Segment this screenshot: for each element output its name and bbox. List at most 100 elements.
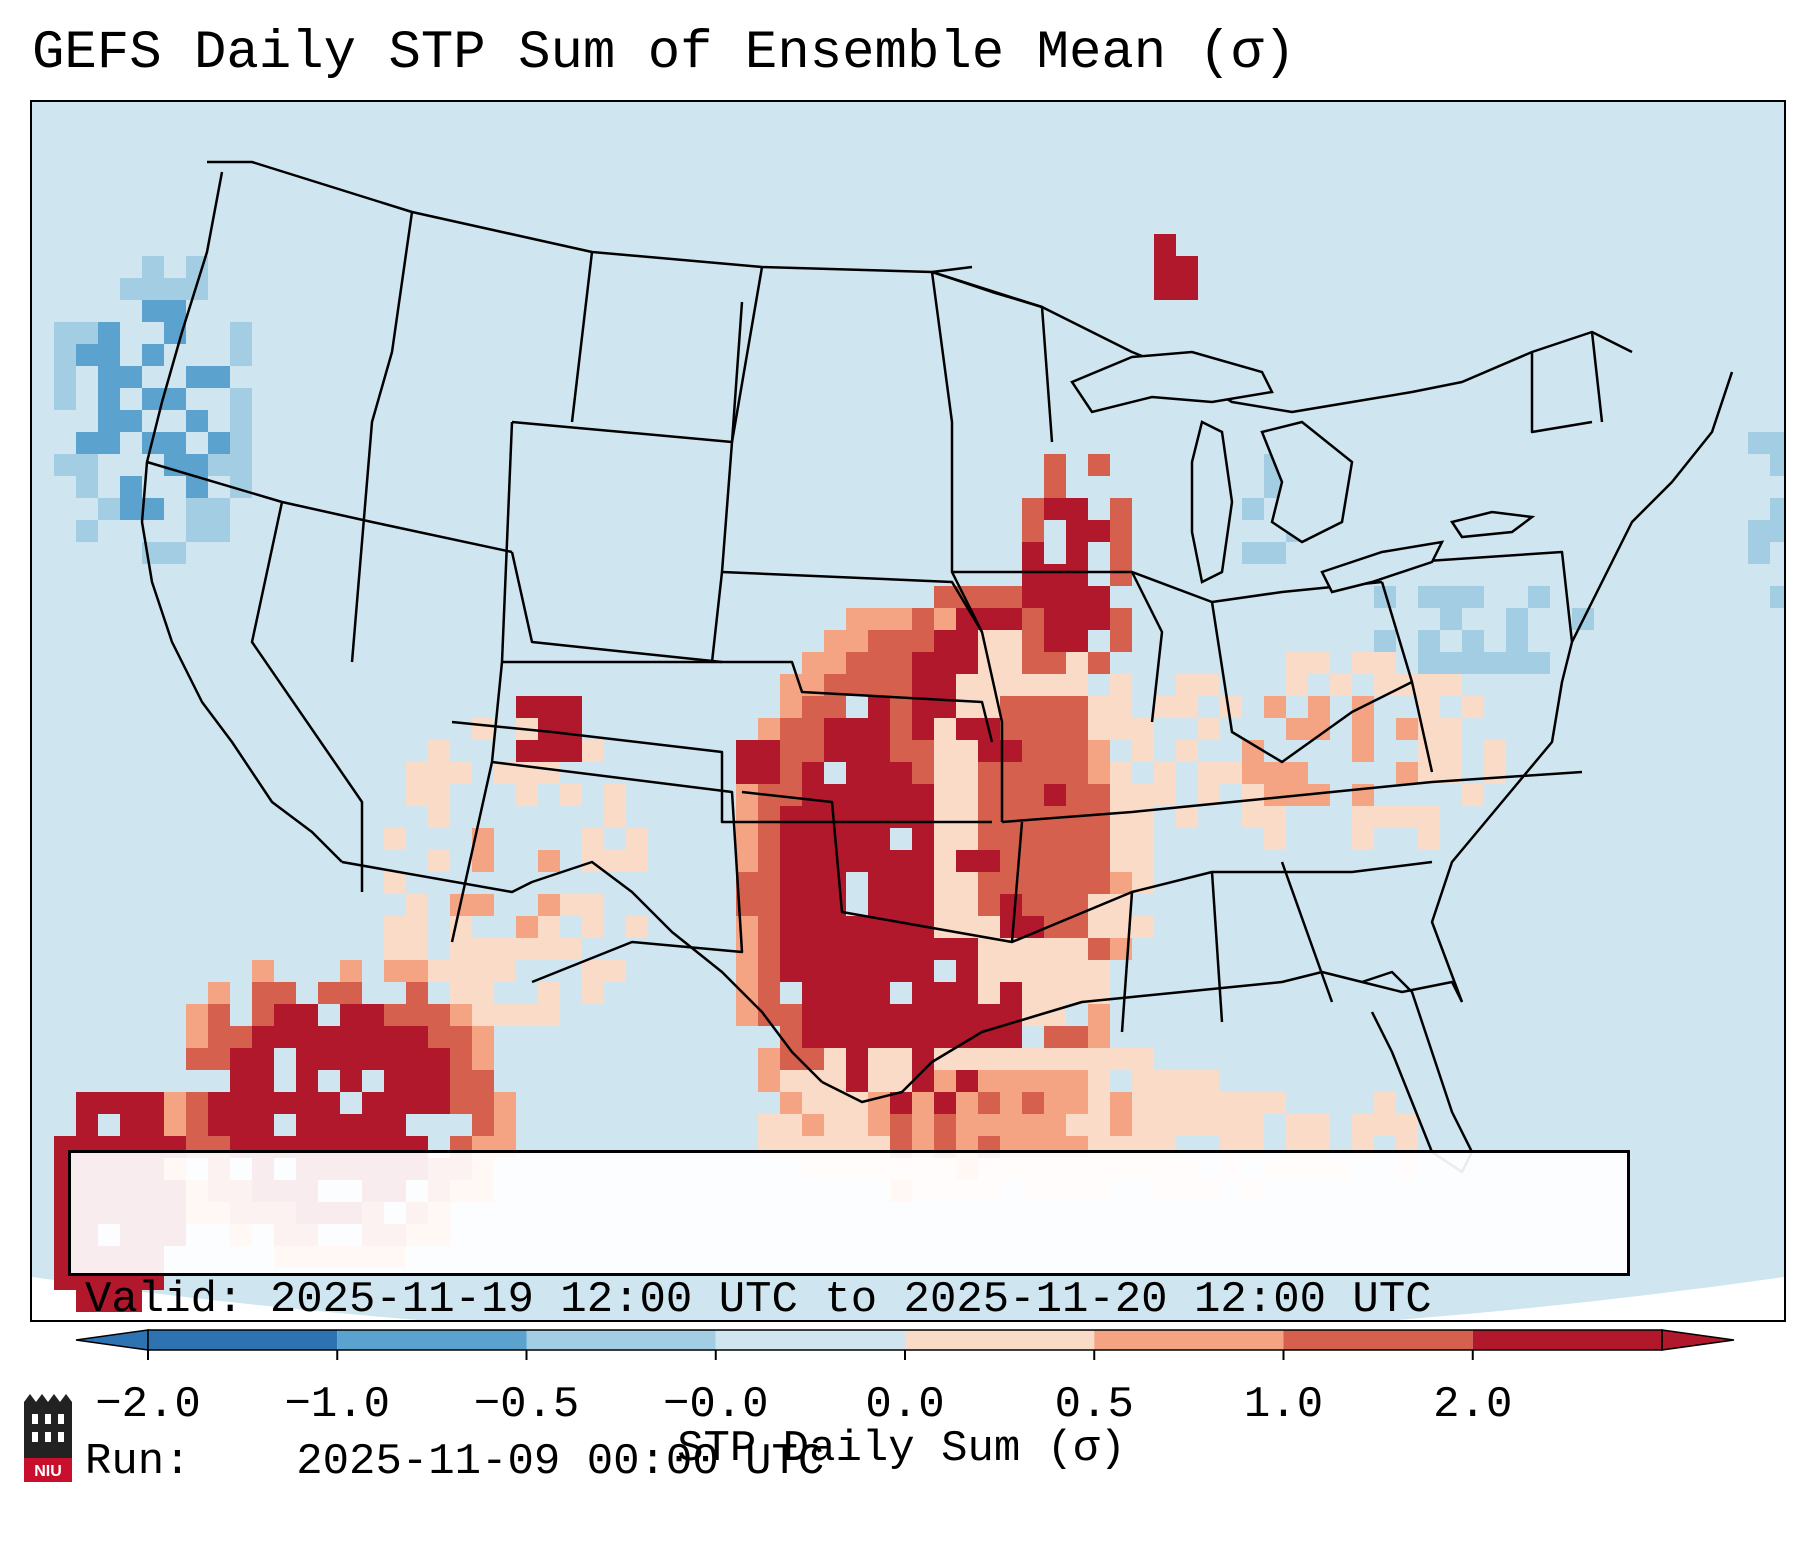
anomaly-cell [868, 740, 890, 762]
great-lakes-region [931, 270, 1633, 414]
anomaly-cell [428, 1092, 450, 1114]
anomaly-cell [868, 784, 890, 806]
anomaly-cell [1066, 696, 1088, 718]
anomaly-cell [1440, 608, 1462, 630]
anomaly-cell [736, 784, 758, 806]
anomaly-cell [384, 916, 406, 938]
anomaly-cell [1022, 498, 1044, 520]
anomaly-cell [1088, 916, 1110, 938]
anomaly-cell [428, 960, 450, 982]
anomaly-cell [1066, 542, 1088, 564]
anomaly-cell [824, 982, 846, 1004]
anomaly-cell [1264, 762, 1286, 784]
anomaly-cell [1088, 608, 1110, 630]
anomaly-cell [164, 388, 186, 410]
anomaly-cell [1374, 586, 1396, 608]
anomaly-cell [1066, 938, 1088, 960]
validity-info-box: Valid: 2025-11-19 12:00 UTC to 2025-11-2… [68, 1150, 1630, 1487]
anomaly-cell [120, 366, 142, 388]
anomaly-cell [1088, 762, 1110, 784]
anomaly-cell [98, 322, 120, 344]
anomaly-cell [1044, 784, 1066, 806]
anomaly-cell [1748, 542, 1770, 564]
anomaly-cell [1286, 652, 1308, 674]
anomaly-cell [1088, 938, 1110, 960]
anomaly-cell [1044, 564, 1066, 586]
anomaly-cell [824, 630, 846, 652]
anomaly-cell [1770, 498, 1784, 520]
colorbar-segment [337, 1330, 527, 1350]
anomaly-cell [516, 1004, 538, 1026]
anomaly-cell [54, 366, 76, 388]
anomaly-cell [252, 982, 274, 1004]
anomaly-cell [736, 740, 758, 762]
anomaly-cell [142, 300, 164, 322]
anomaly-cell [1022, 938, 1044, 960]
anomaly-cell [384, 1004, 406, 1026]
anomaly-cell [1000, 674, 1022, 696]
anomaly-cell [978, 982, 1000, 1004]
anomaly-cell [912, 608, 934, 630]
anomaly-cell [1066, 498, 1088, 520]
anomaly-cell [1000, 850, 1022, 872]
anomaly-cell [780, 762, 802, 784]
anomaly-cell [164, 1092, 186, 1114]
anomaly-cell [230, 1070, 252, 1092]
anomaly-cell [1176, 806, 1198, 828]
colorbar-extend-low [75, 1329, 149, 1351]
anomaly-cell [846, 1004, 868, 1026]
anomaly-cell [934, 586, 956, 608]
anomaly-cell [186, 1048, 208, 1070]
anomaly-cell [780, 1026, 802, 1048]
colorbar-tick-label: 0.5 [1055, 1380, 1134, 1430]
colorbar-tick-label: 1.0 [1244, 1380, 1323, 1430]
anomaly-cell [1088, 1004, 1110, 1026]
anomaly-cell [934, 828, 956, 850]
anomaly-cell [164, 542, 186, 564]
anomaly-cell [604, 960, 626, 982]
anomaly-cell [890, 630, 912, 652]
anomaly-cell [274, 1004, 296, 1026]
anomaly-cell [1110, 608, 1132, 630]
anomaly-cell [1484, 652, 1506, 674]
anomaly-cell [98, 388, 120, 410]
anomaly-cell [472, 1048, 494, 1070]
anomaly-cell [1748, 520, 1770, 542]
anomaly-cell [1286, 674, 1308, 696]
anomaly-cell [1044, 1048, 1066, 1070]
anomaly-cell [1154, 278, 1176, 300]
colorbar-label: STP Daily Sum (σ) [677, 1424, 1126, 1474]
anomaly-cell [978, 586, 1000, 608]
anomaly-cell [560, 740, 582, 762]
anomaly-cell [340, 1004, 362, 1026]
anomaly-cell [956, 784, 978, 806]
anomaly-cell [1110, 674, 1132, 696]
anomaly-cell [1352, 718, 1374, 740]
anomaly-cell [1264, 828, 1286, 850]
run-value: 2025-11-09 00:00 UTC [296, 1437, 825, 1487]
anomaly-cell [802, 762, 824, 784]
anomaly-cell [538, 740, 560, 762]
anomaly-cell [1088, 828, 1110, 850]
anomaly-cell [1044, 828, 1066, 850]
anomaly-cell [340, 1070, 362, 1092]
anomaly-cell [142, 388, 164, 410]
anomaly-cell [472, 894, 494, 916]
anomaly-cell [1176, 1070, 1198, 1092]
anomaly-cell [780, 828, 802, 850]
anomaly-cell [406, 1070, 428, 1092]
anomaly-cell [186, 1026, 208, 1048]
anomaly-cell [1022, 1092, 1044, 1114]
anomaly-cell [1044, 960, 1066, 982]
anomaly-cell [1066, 630, 1088, 652]
anomaly-cell [868, 960, 890, 982]
anomaly-cell [956, 718, 978, 740]
anomaly-cell [912, 806, 934, 828]
anomaly-cell [472, 960, 494, 982]
anomaly-cell [890, 718, 912, 740]
anomaly-cell [54, 454, 76, 476]
anomaly-cell [890, 762, 912, 784]
anomaly-cell [1154, 696, 1176, 718]
anomaly-cell [824, 740, 846, 762]
anomaly-cell [978, 784, 1000, 806]
